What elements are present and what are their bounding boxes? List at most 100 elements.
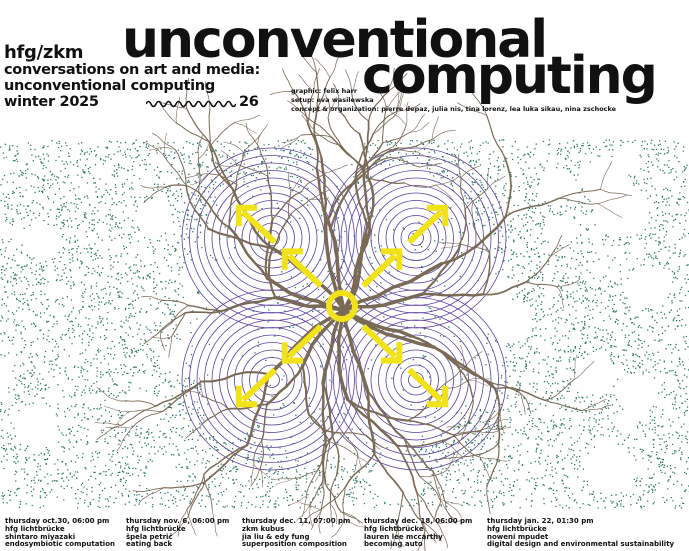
- branch: [423, 530, 426, 551]
- branch: [387, 73, 408, 93]
- branch: [163, 481, 206, 489]
- branch: [162, 380, 202, 412]
- branch: [140, 185, 166, 189]
- branch: [340, 511, 363, 524]
- event-date: thursday oct.30, 06:00 pm: [5, 517, 110, 525]
- branch: [207, 227, 274, 250]
- branch: [253, 464, 269, 477]
- branch: [290, 176, 301, 192]
- branch: [296, 505, 311, 521]
- branch: [396, 91, 399, 114]
- branch: [217, 164, 240, 167]
- branch: [301, 172, 327, 192]
- branch: [301, 364, 310, 416]
- branch: [185, 173, 209, 179]
- branch: [388, 148, 418, 153]
- branch: [234, 114, 261, 123]
- branch: [186, 107, 210, 143]
- branch: [309, 505, 313, 528]
- event-date: thursday jan. 22, 01:30 pm: [487, 517, 594, 525]
- branch: [366, 435, 381, 450]
- branch: [331, 518, 345, 538]
- branch: [338, 432, 368, 437]
- arrow-head-icon: [380, 342, 403, 364]
- event-4: thursday dec. 18, 06:00 pm hfg lichtbrüc…: [364, 517, 473, 549]
- branch: [581, 398, 608, 411]
- branch: [336, 308, 350, 402]
- branch: [342, 308, 436, 349]
- branch: [187, 304, 226, 312]
- branch: [177, 508, 188, 537]
- branch: [186, 473, 205, 510]
- branch: [315, 107, 339, 113]
- cellular-texture: [0, 139, 689, 509]
- branch: [600, 161, 612, 190]
- branch: [288, 495, 307, 506]
- branch: [203, 473, 213, 510]
- circle-ring: [234, 342, 310, 418]
- arrow-head-icon: [281, 248, 304, 270]
- branch: [340, 511, 361, 524]
- event-date: thursday nov. 6, 06:00 pm: [126, 517, 230, 525]
- branch: [457, 102, 488, 116]
- credit-concept: concept & organization: pierre depaz, ju…: [291, 105, 617, 113]
- season-end: 26: [239, 94, 259, 110]
- series-label: conversations on art and media:: [4, 62, 260, 78]
- branch: [402, 437, 434, 472]
- branch: [503, 156, 512, 218]
- circle-ring: [256, 364, 288, 396]
- branch: [465, 397, 474, 426]
- branch: [293, 91, 309, 125]
- branch: [432, 470, 446, 503]
- branch: [204, 81, 211, 110]
- event-date: thursday dec. 18, 06:00 pm: [364, 517, 473, 525]
- branch: [463, 351, 483, 369]
- branch: [504, 197, 560, 218]
- branch: [346, 398, 399, 448]
- event-speaker: špela petrič: [126, 532, 173, 541]
- branch: [403, 437, 421, 477]
- branch: [170, 304, 189, 325]
- circle-ring: [378, 200, 454, 276]
- event-venue: hfg lichtbrücke: [5, 524, 65, 533]
- branch: [439, 498, 454, 519]
- circle-ring: [219, 327, 325, 433]
- branch: [494, 386, 546, 401]
- event-3: thursday dec. 11, 07:00 pm zkm kubus jia…: [242, 517, 350, 549]
- branch: [174, 148, 187, 186]
- branch: [467, 86, 488, 116]
- branch: [417, 139, 434, 153]
- arrow-shaft: [240, 209, 277, 245]
- branch: [119, 400, 157, 407]
- branch: [298, 74, 314, 93]
- branch: [315, 71, 320, 111]
- branch: [486, 175, 506, 190]
- branch: [558, 197, 599, 205]
- branch: [235, 151, 245, 186]
- branch: [389, 110, 407, 126]
- branch: [342, 308, 370, 393]
- branch: [238, 164, 269, 177]
- branching-network: [94, 47, 632, 551]
- branch: [190, 173, 209, 186]
- branch: [331, 435, 340, 477]
- arrow-head-icon: [235, 204, 258, 227]
- branch: [549, 244, 570, 258]
- branch: [321, 382, 327, 443]
- branch: [486, 168, 490, 190]
- branch: [478, 425, 505, 433]
- event-title: digital design and environmental sustain…: [487, 540, 675, 549]
- event-speaker: jia liu & edy fung: [242, 532, 310, 541]
- branch: [372, 110, 398, 135]
- branch: [314, 58, 331, 78]
- branch: [405, 101, 409, 126]
- branch: [311, 510, 322, 530]
- org-label: hfg/zkm: [4, 42, 84, 63]
- branch: [573, 361, 595, 381]
- branch: [300, 134, 333, 139]
- branch: [184, 309, 226, 314]
- branch: [485, 418, 509, 430]
- branch: [432, 470, 442, 502]
- branch: [199, 377, 204, 397]
- circle-ring: [385, 349, 447, 411]
